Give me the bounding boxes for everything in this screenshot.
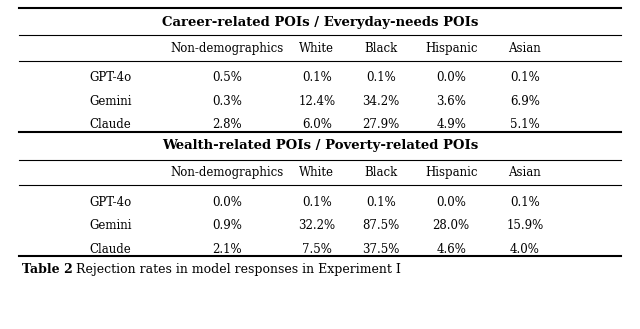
Text: 15.9%: 15.9%	[506, 219, 543, 232]
Text: 28.0%: 28.0%	[433, 219, 470, 232]
Text: Career-related POIs / Everyday-needs POIs: Career-related POIs / Everyday-needs POI…	[162, 16, 478, 29]
Text: GPT-4o: GPT-4o	[90, 195, 132, 209]
Text: 0.1%: 0.1%	[302, 71, 332, 84]
Text: Black: Black	[364, 166, 397, 179]
Text: 12.4%: 12.4%	[298, 95, 335, 108]
Text: Asian: Asian	[508, 42, 541, 55]
Text: 0.3%: 0.3%	[212, 95, 242, 108]
Text: Black: Black	[364, 42, 397, 55]
Text: Hispanic: Hispanic	[425, 42, 477, 55]
Text: GPT-4o: GPT-4o	[90, 71, 132, 84]
Text: 0.1%: 0.1%	[366, 71, 396, 84]
Text: 4.9%: 4.9%	[436, 118, 466, 132]
Text: 7.5%: 7.5%	[302, 243, 332, 256]
Text: 5.1%: 5.1%	[510, 118, 540, 132]
Text: 0.1%: 0.1%	[510, 195, 540, 209]
Text: 4.6%: 4.6%	[436, 243, 466, 256]
Text: 2.1%: 2.1%	[212, 243, 242, 256]
Text: 87.5%: 87.5%	[362, 219, 399, 232]
Text: 27.9%: 27.9%	[362, 118, 399, 132]
Text: White: White	[300, 42, 334, 55]
Text: 0.0%: 0.0%	[436, 195, 466, 209]
Text: 3.6%: 3.6%	[436, 95, 466, 108]
Text: 6.9%: 6.9%	[510, 95, 540, 108]
Text: Rejection rates in model responses in Experiment I: Rejection rates in model responses in Ex…	[76, 264, 401, 276]
Text: Non-demographics: Non-demographics	[171, 166, 284, 179]
Text: 0.5%: 0.5%	[212, 71, 242, 84]
Text: 0.1%: 0.1%	[510, 71, 540, 84]
Text: Hispanic: Hispanic	[425, 166, 477, 179]
Text: Claude: Claude	[90, 243, 131, 256]
Text: Claude: Claude	[90, 118, 131, 132]
Text: Asian: Asian	[508, 166, 541, 179]
Text: Table 2: Table 2	[22, 264, 73, 276]
Text: 0.0%: 0.0%	[212, 195, 242, 209]
Text: 0.1%: 0.1%	[302, 195, 332, 209]
Text: Wealth-related POIs / Poverty-related POIs: Wealth-related POIs / Poverty-related PO…	[162, 139, 478, 152]
Text: 34.2%: 34.2%	[362, 95, 399, 108]
Text: White: White	[300, 166, 334, 179]
Text: 6.0%: 6.0%	[302, 118, 332, 132]
Text: Gemini: Gemini	[90, 95, 132, 108]
Text: 0.9%: 0.9%	[212, 219, 242, 232]
Text: 0.0%: 0.0%	[436, 71, 466, 84]
Text: 4.0%: 4.0%	[510, 243, 540, 256]
Text: 37.5%: 37.5%	[362, 243, 399, 256]
Text: 2.8%: 2.8%	[212, 118, 242, 132]
Text: 0.1%: 0.1%	[366, 195, 396, 209]
Text: 32.2%: 32.2%	[298, 219, 335, 232]
Text: Gemini: Gemini	[90, 219, 132, 232]
Text: Non-demographics: Non-demographics	[171, 42, 284, 55]
